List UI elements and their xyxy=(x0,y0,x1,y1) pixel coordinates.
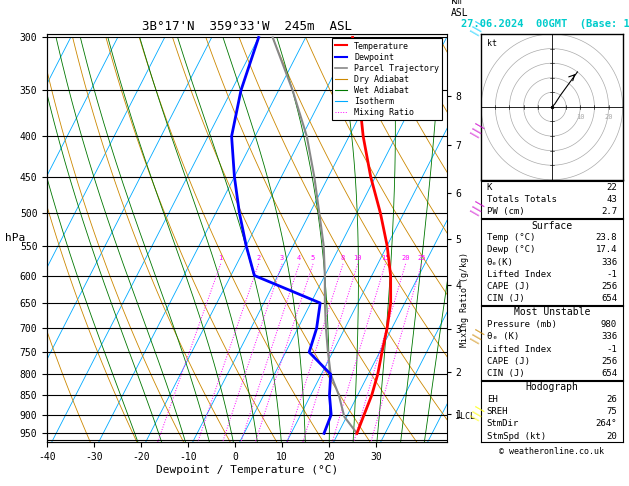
Legend: Temperature, Dewpoint, Parcel Trajectory, Dry Adiabat, Wet Adiabat, Isotherm, Mi: Temperature, Dewpoint, Parcel Trajectory… xyxy=(331,38,442,121)
Text: EH: EH xyxy=(487,395,498,404)
Text: hPa: hPa xyxy=(5,233,25,243)
Text: © weatheronline.co.uk: © weatheronline.co.uk xyxy=(499,447,604,456)
Text: PW (cm): PW (cm) xyxy=(487,208,525,216)
Text: 15: 15 xyxy=(381,255,389,260)
Text: 22: 22 xyxy=(606,183,617,192)
Text: Lifted Index: Lifted Index xyxy=(487,270,552,279)
Text: 1: 1 xyxy=(218,255,223,260)
Text: 654: 654 xyxy=(601,295,617,303)
Text: 20: 20 xyxy=(606,432,617,441)
Text: θₑ (K): θₑ (K) xyxy=(487,332,519,342)
Text: 5: 5 xyxy=(311,255,315,260)
Text: km
ASL: km ASL xyxy=(450,0,468,17)
Text: 17.4: 17.4 xyxy=(596,245,617,255)
Text: |||: ||| xyxy=(468,117,486,138)
Text: 8: 8 xyxy=(341,255,345,260)
Text: -1: -1 xyxy=(606,270,617,279)
Text: Dewp (°C): Dewp (°C) xyxy=(487,245,535,255)
Text: Hodograph: Hodograph xyxy=(525,382,579,392)
Text: -1: -1 xyxy=(606,345,617,354)
Text: 256: 256 xyxy=(601,357,617,366)
Text: Totals Totals: Totals Totals xyxy=(487,195,557,204)
Text: CAPE (J): CAPE (J) xyxy=(487,282,530,291)
Text: |||: ||| xyxy=(468,196,486,216)
Text: |||: ||| xyxy=(468,400,486,421)
Text: 336: 336 xyxy=(601,258,617,267)
Text: 20: 20 xyxy=(401,255,410,260)
Text: Surface: Surface xyxy=(532,221,572,230)
Text: CIN (J): CIN (J) xyxy=(487,369,525,378)
Text: Lifted Index: Lifted Index xyxy=(487,345,552,354)
Text: 10: 10 xyxy=(353,255,362,260)
Text: 1LCL: 1LCL xyxy=(455,412,474,421)
Text: 23.8: 23.8 xyxy=(596,233,617,242)
Text: 2.7: 2.7 xyxy=(601,208,617,216)
Text: Pressure (mb): Pressure (mb) xyxy=(487,320,557,329)
Text: 75: 75 xyxy=(606,407,617,416)
Text: 336: 336 xyxy=(601,332,617,342)
Text: kt: kt xyxy=(487,39,497,48)
Text: 10: 10 xyxy=(576,114,584,120)
Text: 43: 43 xyxy=(606,195,617,204)
Text: 654: 654 xyxy=(601,369,617,378)
Text: 27.06.2024  00GMT  (Base: 12): 27.06.2024 00GMT (Base: 12) xyxy=(461,19,629,29)
Text: 2: 2 xyxy=(257,255,261,260)
Text: 4: 4 xyxy=(297,255,301,260)
Text: 26: 26 xyxy=(606,395,617,404)
Text: K: K xyxy=(487,183,493,192)
Text: StmSpd (kt): StmSpd (kt) xyxy=(487,432,546,441)
Text: Temp (°C): Temp (°C) xyxy=(487,233,535,242)
Text: 256: 256 xyxy=(601,282,617,291)
Text: |||: ||| xyxy=(468,323,486,344)
Text: Mixing Ratio (g/kg): Mixing Ratio (g/kg) xyxy=(460,252,469,347)
Text: SREH: SREH xyxy=(487,407,508,416)
Text: |||: ||| xyxy=(468,16,486,36)
Text: Most Unstable: Most Unstable xyxy=(514,308,590,317)
Text: 264°: 264° xyxy=(596,419,617,429)
Title: 3B°17'N  359°33'W  245m  ASL: 3B°17'N 359°33'W 245m ASL xyxy=(142,20,352,33)
X-axis label: Dewpoint / Temperature (°C): Dewpoint / Temperature (°C) xyxy=(156,465,338,475)
Text: θₑ(K): θₑ(K) xyxy=(487,258,514,267)
Text: StmDir: StmDir xyxy=(487,419,519,429)
Text: 25: 25 xyxy=(418,255,426,260)
Text: 20: 20 xyxy=(604,114,613,120)
Text: CIN (J): CIN (J) xyxy=(487,295,525,303)
Text: 980: 980 xyxy=(601,320,617,329)
Text: CAPE (J): CAPE (J) xyxy=(487,357,530,366)
Text: 3: 3 xyxy=(280,255,284,260)
